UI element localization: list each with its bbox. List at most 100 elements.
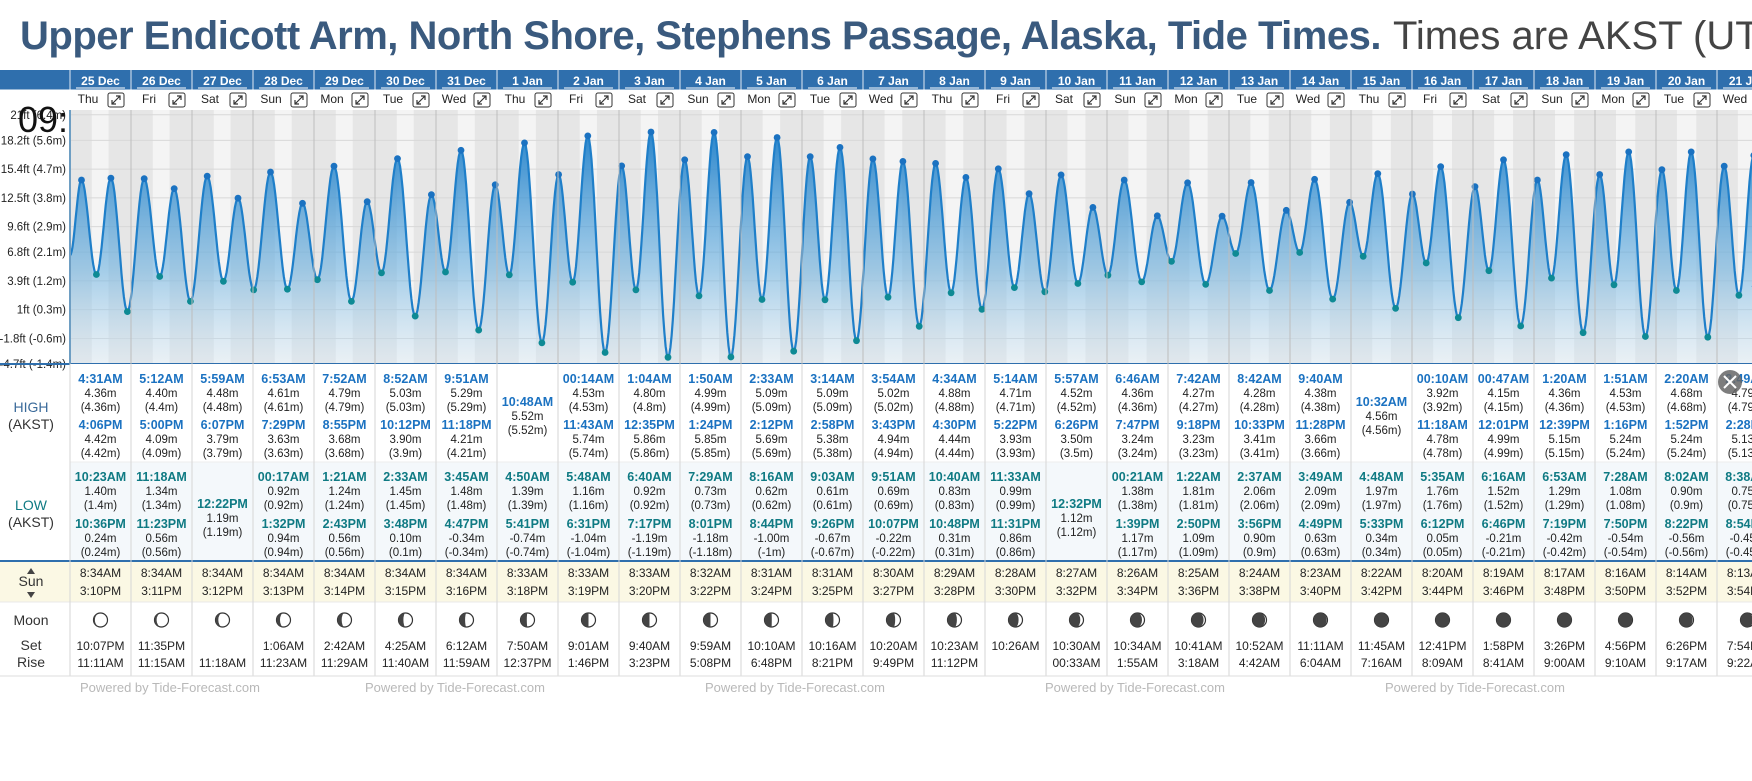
low-tide-height-alt: (0.75m) [1728, 500, 1752, 512]
moon-phase-shade [276, 613, 284, 628]
high-tide-point [899, 158, 907, 165]
high-tide-time: 6:26PM [1055, 418, 1099, 432]
low-tide-point [758, 296, 766, 303]
high-tide-time: 10:48AM [502, 395, 553, 409]
low-tide-point [93, 271, 100, 278]
low-tide-time: 7:29AM [688, 470, 732, 484]
high-tide-point [962, 174, 970, 181]
high-tide-height: 5.03m [390, 388, 422, 400]
location-title: Upper Endicott Arm, North Shore, Stephen… [20, 14, 1381, 58]
low-tide-height-alt: (1.19m) [203, 527, 243, 539]
high-tide-time: 7:29PM [262, 418, 306, 432]
low-tide-height: 1.08m [1610, 486, 1642, 498]
low-tide-height-alt: (0.63m) [1301, 547, 1341, 559]
day-date: 1 Jan [512, 74, 543, 88]
day-date: 10 Jan [1058, 74, 1095, 88]
high-tide-time: 12:39PM [1539, 418, 1590, 432]
powered-by-footer[interactable]: Powered by Tide-Forecast.com [705, 680, 885, 695]
high-tide-time: 2:58PM [811, 418, 855, 432]
expand-icon [416, 95, 426, 105]
moonset-time: 2:42AM [324, 639, 365, 653]
high-tide-height-alt: (3.93m) [996, 448, 1036, 460]
moonset-time: 4:56PM [1605, 639, 1646, 653]
high-tide-point [869, 155, 877, 163]
low-tide-time: 2:33AM [383, 470, 427, 484]
low-tide-point [915, 322, 923, 330]
low-tide-time: 8:22PM [1665, 517, 1709, 531]
high-tide-height-alt: (5.29m) [447, 402, 487, 414]
high-tide-height-alt: (4.88m) [935, 402, 975, 414]
moonrise-time: 9:00AM [1544, 656, 1585, 670]
sunrise-time: 8:25AM [1178, 566, 1219, 580]
low-tide-height: 0.69m [878, 486, 910, 498]
low-tide-height-alt: (-1.18m) [689, 547, 733, 559]
high-tide-time: 1:24PM [689, 418, 733, 432]
low-tide-height-alt: (2.06m) [1240, 500, 1280, 512]
low-tide-time: 12:32PM [1051, 497, 1102, 511]
high-tide-height-alt: (4.52m) [1057, 402, 1097, 414]
low-tide-height: 2.09m [1305, 486, 1337, 498]
sunset-time: 3:40PM [1300, 584, 1341, 598]
low-tide-height-alt: (0.1m) [389, 547, 422, 559]
low-tide-time: 4:48AM [1359, 470, 1403, 484]
expand-icon [1209, 95, 1219, 105]
moon-row-label: Moon [13, 612, 48, 628]
y-tick-label: 1ft (0.3m) [17, 305, 66, 317]
moonset-time: 10:23AM [930, 639, 978, 653]
moon-phase-shade [764, 613, 772, 628]
low-tide-height: 0.75m [1732, 486, 1752, 498]
high-tide-point [1346, 198, 1353, 206]
high-tide-height-alt: (4.36m) [1118, 402, 1158, 414]
low-tide-time: 10:48PM [929, 517, 980, 531]
powered-by-footer[interactable]: Powered by Tide-Forecast.com [1385, 680, 1565, 695]
high-tide-height: 5.24m [1610, 434, 1642, 446]
day-of-week: Sun [260, 92, 281, 106]
powered-by-footer[interactable]: Powered by Tide-Forecast.com [80, 680, 260, 695]
low-tide-point [187, 298, 194, 305]
moonrise-time: 1:55AM [1117, 656, 1158, 670]
expand-icon [477, 95, 487, 105]
low-tide-point [1232, 250, 1240, 257]
low-tide-height: -0.74m [510, 533, 546, 545]
high-tide-height-alt: (4.78m) [1423, 448, 1463, 460]
low-tide-point [1735, 291, 1743, 299]
high-tide-point [1625, 148, 1633, 156]
high-tide-point [78, 176, 85, 184]
high-tide-time: 5:12AM [139, 372, 183, 386]
low-tide-time: 1:21AM [322, 470, 366, 484]
moonrise-time: 8:21PM [812, 656, 853, 670]
low-tide-point [727, 353, 735, 361]
sunset-time: 3:22PM [690, 584, 731, 598]
low-tide-point [1392, 305, 1399, 312]
high-tide-height-alt: (4.44m) [935, 448, 975, 460]
low-tide-point [947, 289, 955, 297]
sunrise-time: 8:34AM [324, 566, 365, 580]
high-tide-point [1596, 171, 1604, 178]
powered-by-footer[interactable]: Powered by Tide-Forecast.com [365, 680, 545, 695]
low-tide-height-alt: (1.38m) [1118, 500, 1158, 512]
powered-by-footer[interactable]: Powered by Tide-Forecast.com [1045, 680, 1225, 695]
day-date: 17 Jan [1485, 74, 1522, 88]
high-tide-height-alt: (4.53m) [569, 402, 609, 414]
low-tide-time: 00:21AM [1112, 470, 1163, 484]
day-of-week: Mon [747, 92, 770, 106]
day-date: 25 Dec [81, 74, 120, 88]
low-tide-height-alt: (0.9m) [1243, 547, 1276, 559]
moonrise-time: 11:59AM [443, 656, 490, 670]
high-tide-height-alt: (5.24m) [1606, 448, 1646, 460]
high-tide-height: 4.28m [1244, 388, 1276, 400]
sunrise-time: 8:34AM [80, 566, 121, 580]
high-tide-height: 4.44m [939, 434, 971, 446]
moonrise-time: 00:33AM [1052, 656, 1100, 670]
low-tide-height-alt: (0.56m) [142, 547, 182, 559]
sunrise-time: 8:31AM [751, 566, 792, 580]
moonset-time: 11:45AM [1358, 639, 1405, 653]
day-of-week: Thu [932, 92, 953, 106]
low-tide-height-alt: (1.34m) [142, 500, 182, 512]
y-tick-label: 6.8ft (2.1m) [7, 247, 66, 259]
low-tide-height-alt: (-1.04m) [567, 547, 611, 559]
moonrise-time: 4:42AM [1239, 656, 1280, 670]
high-tide-height-alt: (5.09m) [813, 402, 853, 414]
low-tide-point [1266, 287, 1273, 294]
day-of-week: Fri [1423, 92, 1437, 106]
